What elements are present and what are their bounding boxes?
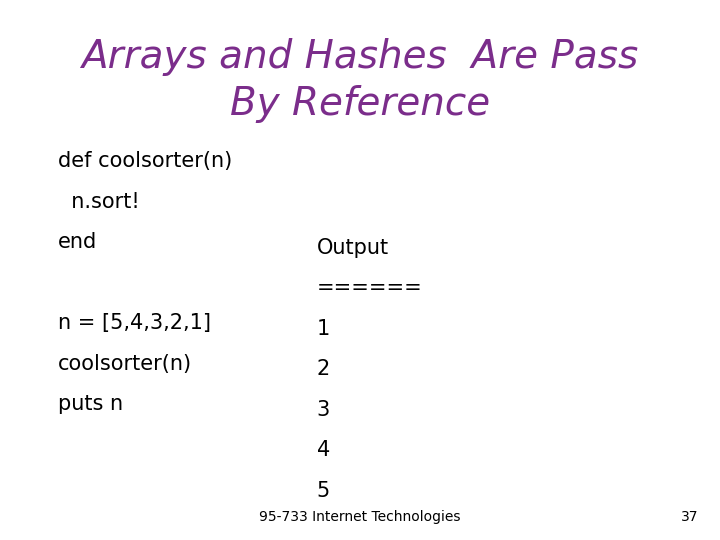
Text: n.sort!: n.sort!	[58, 192, 140, 212]
Text: coolsorter(n): coolsorter(n)	[58, 354, 192, 374]
Text: puts n: puts n	[58, 394, 122, 414]
Text: ======: ======	[317, 278, 423, 298]
Text: def coolsorter(n): def coolsorter(n)	[58, 151, 232, 171]
Text: Arrays and Hashes  Are Pass
By Reference: Arrays and Hashes Are Pass By Reference	[81, 38, 639, 123]
Text: n = [5,4,3,2,1]: n = [5,4,3,2,1]	[58, 313, 210, 333]
Text: Output: Output	[317, 238, 389, 258]
Text: 95-733 Internet Technologies: 95-733 Internet Technologies	[259, 510, 461, 524]
Text: 3: 3	[317, 400, 330, 420]
Text: 1: 1	[317, 319, 330, 339]
Text: 4: 4	[317, 440, 330, 460]
Text: end: end	[58, 232, 97, 252]
Text: 37: 37	[681, 510, 698, 524]
Text: 2: 2	[317, 359, 330, 379]
Text: 5: 5	[317, 481, 330, 501]
